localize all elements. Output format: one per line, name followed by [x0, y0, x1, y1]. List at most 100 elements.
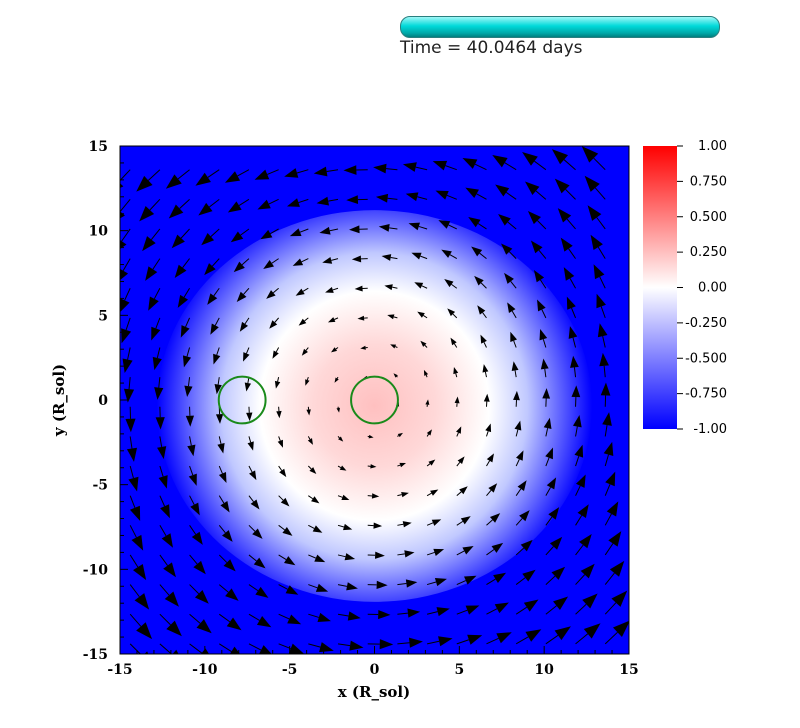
velocity-arrow [298, 317, 309, 326]
velocity-arrow [397, 491, 409, 498]
velocity-arrow [248, 524, 263, 539]
velocity-arrow [593, 264, 606, 289]
velocity-arrow [157, 436, 167, 460]
velocity-arrow [402, 162, 428, 172]
velocity-arrow [218, 643, 241, 654]
velocity-arrow [570, 355, 579, 378]
velocity-arrow [393, 373, 398, 378]
velocity-arrow [599, 352, 609, 378]
velocity-arrow [373, 163, 398, 174]
colorbar-tick-label: -1.00 [693, 422, 727, 437]
velocity-arrow [566, 296, 577, 319]
velocity-arrow [120, 228, 131, 249]
velocity-arrow [485, 423, 492, 437]
velocity-arrow [574, 444, 584, 467]
velocity-arrow [210, 317, 220, 335]
velocity-arrow [426, 519, 442, 526]
velocity-arrow [159, 584, 179, 607]
velocity-arrow [604, 501, 619, 526]
velocity-arrow [456, 456, 465, 467]
velocity-arrow [295, 287, 309, 296]
velocity-arrow [397, 550, 415, 558]
velocity-arrow [378, 223, 398, 232]
velocity-arrow [257, 198, 279, 210]
velocity-arrow [571, 385, 581, 407]
velocity-arrow [349, 225, 368, 234]
velocity-arrow [486, 632, 512, 645]
velocity-arrow [177, 287, 190, 308]
velocity-arrow [441, 249, 458, 260]
velocity-arrow [477, 305, 487, 319]
x-tick-label: 10 [534, 662, 554, 678]
velocity-arrow [390, 344, 398, 349]
velocity-arrow [136, 169, 161, 192]
velocity-arrow [327, 317, 339, 323]
velocity-arrow [129, 584, 150, 610]
velocity-arrow [456, 486, 468, 497]
velocity-arrow [187, 436, 196, 457]
velocity-arrow [414, 282, 428, 289]
velocity-arrow [227, 198, 250, 213]
velocity-arrow [308, 524, 323, 533]
velocity-arrow [301, 347, 309, 356]
velocity-arrow [305, 376, 310, 386]
velocity-arrow [604, 590, 628, 615]
velocity-arrow [492, 155, 517, 171]
velocity-arrow [367, 639, 394, 650]
velocity-arrow [120, 199, 131, 219]
velocity-arrow [337, 640, 364, 651]
velocity-arrow [432, 160, 457, 171]
velocity-arrow [239, 317, 250, 332]
velocity-arrow [575, 474, 586, 496]
velocity-arrow [426, 459, 436, 467]
velocity-vectors [120, 146, 629, 654]
velocity-arrow [189, 495, 200, 516]
velocity-arrow [308, 642, 334, 653]
velocity-arrow [218, 554, 236, 572]
velocity-arrow [387, 314, 398, 320]
velocity-arrow [575, 504, 589, 526]
velocity-arrow [308, 583, 329, 592]
velocity-arrow [514, 420, 522, 437]
velocity-arrow [426, 548, 445, 556]
velocity-arrow [600, 382, 611, 407]
colorbar-tick-label: 0.00 [698, 281, 727, 296]
velocity-arrow [313, 166, 339, 177]
velocity-arrow [604, 560, 625, 585]
velocity-arrow [456, 426, 462, 437]
velocity-arrow [145, 258, 161, 281]
velocity-arrow [426, 577, 447, 587]
velocity-arrow [367, 434, 374, 439]
velocity-arrow [269, 317, 280, 329]
x-tick-label: 0 [370, 662, 380, 678]
velocity-arrow [530, 240, 547, 259]
velocity-arrow [129, 554, 147, 581]
x-tick-label: -5 [282, 662, 298, 678]
heatmap-field [156, 210, 593, 602]
velocity-arrow [483, 393, 490, 407]
velocity-arrow [480, 334, 487, 348]
velocity-arrow [337, 436, 344, 442]
velocity-arrow [545, 536, 563, 556]
velocity-arrow [456, 546, 474, 556]
core-circle [350, 375, 399, 425]
velocity-arrow [367, 580, 388, 590]
colorbar-tick-label: -0.250 [685, 316, 727, 331]
velocity-arrow [515, 539, 533, 556]
velocity-arrow [125, 406, 136, 433]
velocity-arrow [248, 584, 269, 598]
velocity-arrow [438, 220, 458, 230]
velocity-arrow [129, 525, 144, 551]
velocity-arrow [542, 388, 551, 407]
velocity-arrow [456, 605, 480, 615]
velocity-arrow [189, 554, 206, 575]
velocity-arrow [495, 184, 517, 200]
velocity-arrow [218, 465, 227, 483]
velocity-arrow [128, 465, 139, 492]
velocity-arrow [129, 495, 141, 522]
velocity-arrow [201, 228, 220, 246]
marker-circles [217, 375, 399, 425]
velocity-arrow [198, 198, 220, 216]
velocity-arrow [286, 198, 309, 207]
